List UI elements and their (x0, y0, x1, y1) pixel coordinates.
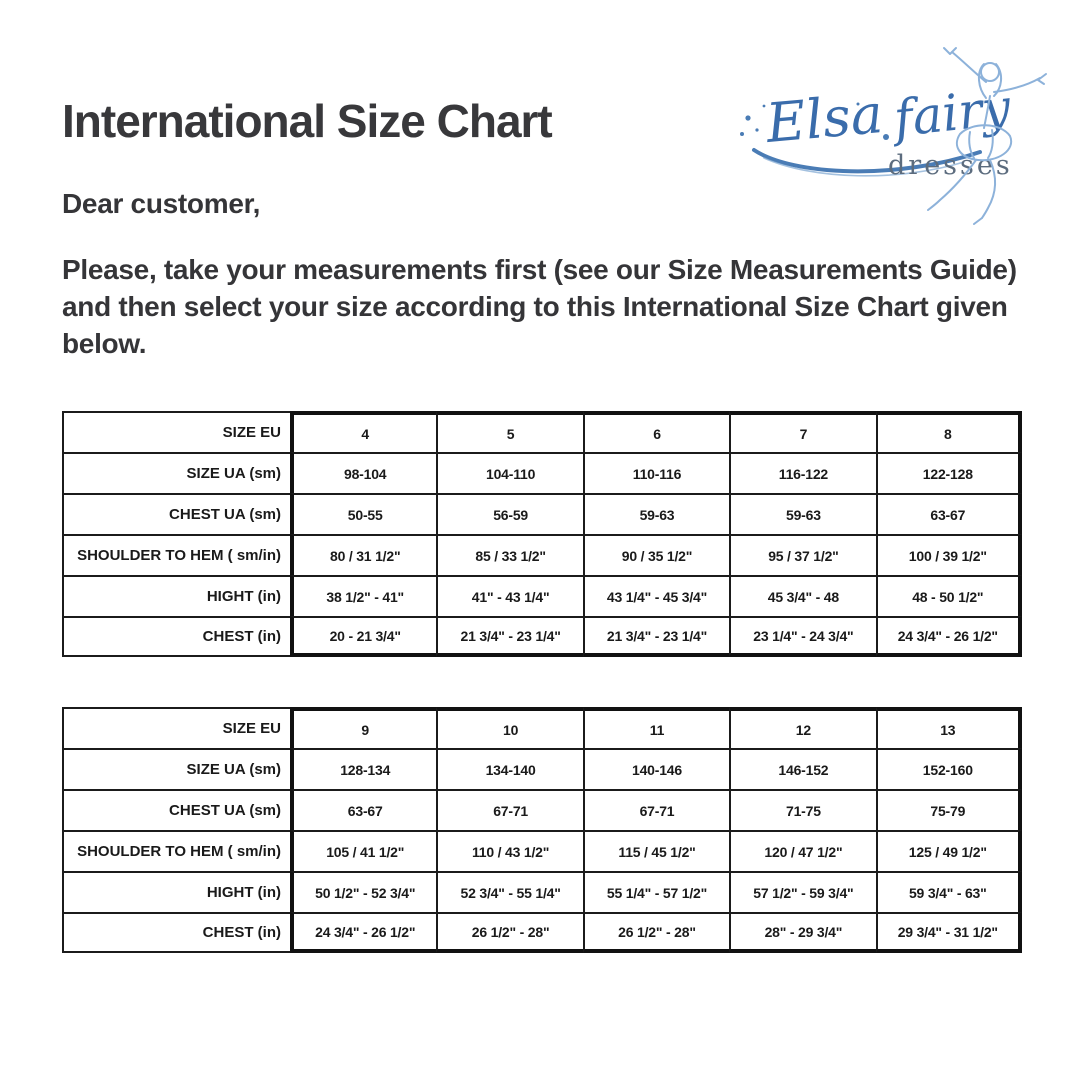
size-value: 24 3/4" - 26 1/2" (875, 616, 1022, 657)
size-value: 146-152 (729, 748, 876, 789)
size-value: 8 (875, 411, 1022, 452)
size-value: 48 - 50 1/2" (875, 575, 1022, 616)
size-value: 52 3/4" - 55 1/4" (436, 871, 583, 912)
brand-logo: Elsa fairy dresses (740, 47, 1047, 225)
size-value: 50 1/2" - 52 3/4" (290, 871, 437, 912)
row-label: CHEST UA (sm) (62, 789, 290, 830)
size-value: 28" - 29 3/4" (729, 912, 876, 953)
size-value: 59-63 (729, 493, 876, 534)
size-value: 98-104 (290, 452, 437, 493)
size-value: 38 1/2" - 41" (290, 575, 437, 616)
size-value: 7 (729, 411, 876, 452)
size-value: 26 1/2" - 28" (582, 912, 730, 953)
size-value: 20 - 21 3/4" (290, 616, 437, 657)
size-value: 105 / 41 1/2" (290, 830, 437, 871)
size-value: 21 3/4" - 23 1/4" (582, 616, 730, 657)
row-label: CHEST (in) (62, 616, 290, 657)
row-label: SHOULDER TO HEM ( sm/in) (62, 534, 290, 575)
size-value: 55 1/4" - 57 1/2" (582, 871, 730, 912)
size-value: 110-116 (582, 452, 730, 493)
size-value: 11 (582, 707, 730, 748)
size-value: 122-128 (875, 452, 1022, 493)
size-value: 80 / 31 1/2" (290, 534, 437, 575)
size-value: 24 3/4" - 26 1/2" (290, 912, 437, 953)
intro-paragraph: Please, take your measurements first (se… (62, 254, 1017, 359)
size-value: 57 1/2" - 59 3/4" (729, 871, 876, 912)
row-label: HIGHT (in) (62, 575, 290, 616)
size-value: 63-67 (875, 493, 1022, 534)
size-value: 43 1/4" - 45 3/4" (582, 575, 730, 616)
logo-word-elsa: Elsa (763, 82, 886, 155)
ballerina-icon (927, 47, 1047, 225)
size-value: 104-110 (436, 452, 583, 493)
size-value: 9 (290, 707, 437, 748)
size-value: 41" - 43 1/4" (436, 575, 583, 616)
size-value: 134-140 (436, 748, 583, 789)
size-value: 26 1/2" - 28" (436, 912, 583, 953)
size-value: 50-55 (290, 493, 437, 534)
size-value: 6 (582, 411, 730, 452)
size-value: 12 (729, 707, 876, 748)
logo-swoosh (752, 148, 982, 177)
size-value: 23 1/4" - 24 3/4" (729, 616, 876, 657)
size-value: 10 (436, 707, 583, 748)
row-label: CHEST (in) (62, 912, 290, 953)
size-value: 5 (436, 411, 583, 452)
size-value: 110 / 43 1/2" (436, 830, 583, 871)
size-value: 140-146 (582, 748, 730, 789)
size-value: 45 3/4" - 48 (729, 575, 876, 616)
size-value: 116-122 (729, 452, 876, 493)
size-value: 67-71 (582, 789, 730, 830)
size-table-eu-9-13: SIZE EU 9 10 11 12 13 SIZE UA (sm) 128-134 134-1… (62, 707, 1022, 953)
size-value: 29 3/4" - 31 1/2" (875, 912, 1022, 953)
row-label: CHEST UA (sm) (62, 493, 290, 534)
row-label: HIGHT (in) (62, 871, 290, 912)
size-value: 85 / 33 1/2" (436, 534, 583, 575)
row-label: SHOULDER TO HEM ( sm/in) (62, 830, 290, 871)
size-value: 67-71 (436, 789, 583, 830)
size-value: 100 / 39 1/2" (875, 534, 1022, 575)
size-value: 90 / 35 1/2" (582, 534, 730, 575)
row-label: SIZE EU (62, 411, 290, 452)
size-value: 75-79 (875, 789, 1022, 830)
size-table-eu-4-8: SIZE EU 4 5 6 7 8 SIZE UA (sm) 98-104 104-110 110… (62, 411, 1022, 657)
size-value: 56-59 (436, 493, 583, 534)
logo-sparkle-dots (740, 102, 889, 140)
size-value: 120 / 47 1/2" (729, 830, 876, 871)
size-value: 152-160 (875, 748, 1022, 789)
row-label: SIZE UA (sm) (62, 452, 290, 493)
size-value: 59 3/4" - 63" (875, 871, 1022, 912)
page-title: International Size Chart (62, 95, 553, 147)
row-label: SIZE EU (62, 707, 290, 748)
size-value: 4 (290, 411, 437, 452)
size-value: 128-134 (290, 748, 437, 789)
size-value: 13 (875, 707, 1022, 748)
size-value: 115 / 45 1/2" (582, 830, 730, 871)
size-value: 95 / 37 1/2" (729, 534, 876, 575)
size-value: 21 3/4" - 23 1/4" (436, 616, 583, 657)
size-value: 59-63 (582, 493, 730, 534)
row-label: SIZE UA (sm) (62, 748, 290, 789)
logo-word-fairy: fairy (887, 78, 1014, 148)
greeting-text: Dear customer, (62, 188, 261, 219)
size-value: 63-67 (290, 789, 437, 830)
size-value: 125 / 49 1/2" (875, 830, 1022, 871)
size-value: 71-75 (729, 789, 876, 830)
